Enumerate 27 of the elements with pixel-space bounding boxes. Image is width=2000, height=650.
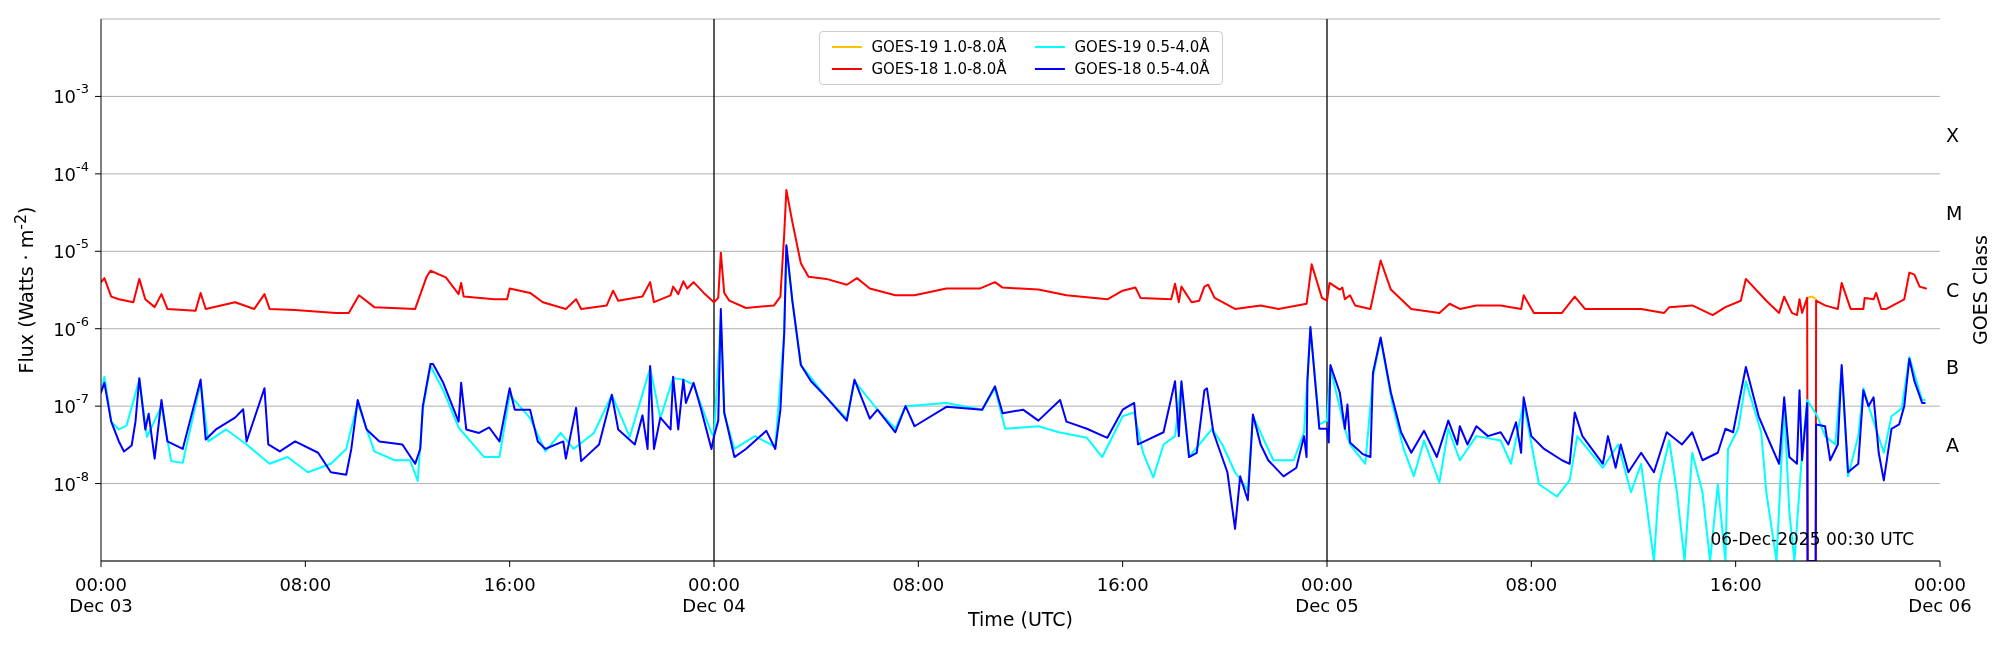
text: A <box>1946 433 1959 456</box>
legend-label: GOES-19 1.0-8.0Å <box>871 38 1007 56</box>
legend-label: GOES-18 0.5-4.0Å <box>1074 60 1210 78</box>
x-axis-title: Time (UTC) <box>967 608 1074 630</box>
y-tick-label: 10$^{-4}$ <box>53 158 89 185</box>
x-tick-label: 00:00 Dec 03 <box>69 574 133 616</box>
x-tick-label: 08:00 <box>279 574 332 596</box>
text: C <box>1946 278 1960 301</box>
text: B <box>1946 355 1960 378</box>
y-tick-label: 10$^{-3}$ <box>53 81 89 107</box>
legend-label: GOES-19 0.5-4.0Å <box>1074 38 1210 56</box>
x-tick-label: 16:00 <box>1709 574 1762 596</box>
legend-label: GOES-18 1.0-8.0Å <box>871 60 1007 78</box>
x-tick-label: 00:00 Dec 06 <box>1908 574 1972 616</box>
text: M <box>1946 201 1963 224</box>
x-tick-label: 00:00 Dec 05 <box>1295 574 1359 616</box>
y-tick-label: 10$^{-8}$ <box>53 468 89 495</box>
x-tick-label: 16:00 <box>1096 574 1149 596</box>
y-tick-label: 10$^{-6}$ <box>53 313 89 340</box>
x-tick-label: 16:00 <box>483 574 536 596</box>
x-tick-label: 00:00 Dec 04 <box>682 574 746 616</box>
x-tick-label: 08:00 <box>1505 574 1558 596</box>
text: X <box>1946 123 1960 146</box>
y-tick-label: 10$^{-5}$ <box>53 236 89 262</box>
y2-axis-title: GOES Class <box>1969 235 1991 345</box>
y-tick-label: 10$^{-7}$ <box>53 391 89 417</box>
x-tick-label: 08:00 <box>892 574 945 596</box>
